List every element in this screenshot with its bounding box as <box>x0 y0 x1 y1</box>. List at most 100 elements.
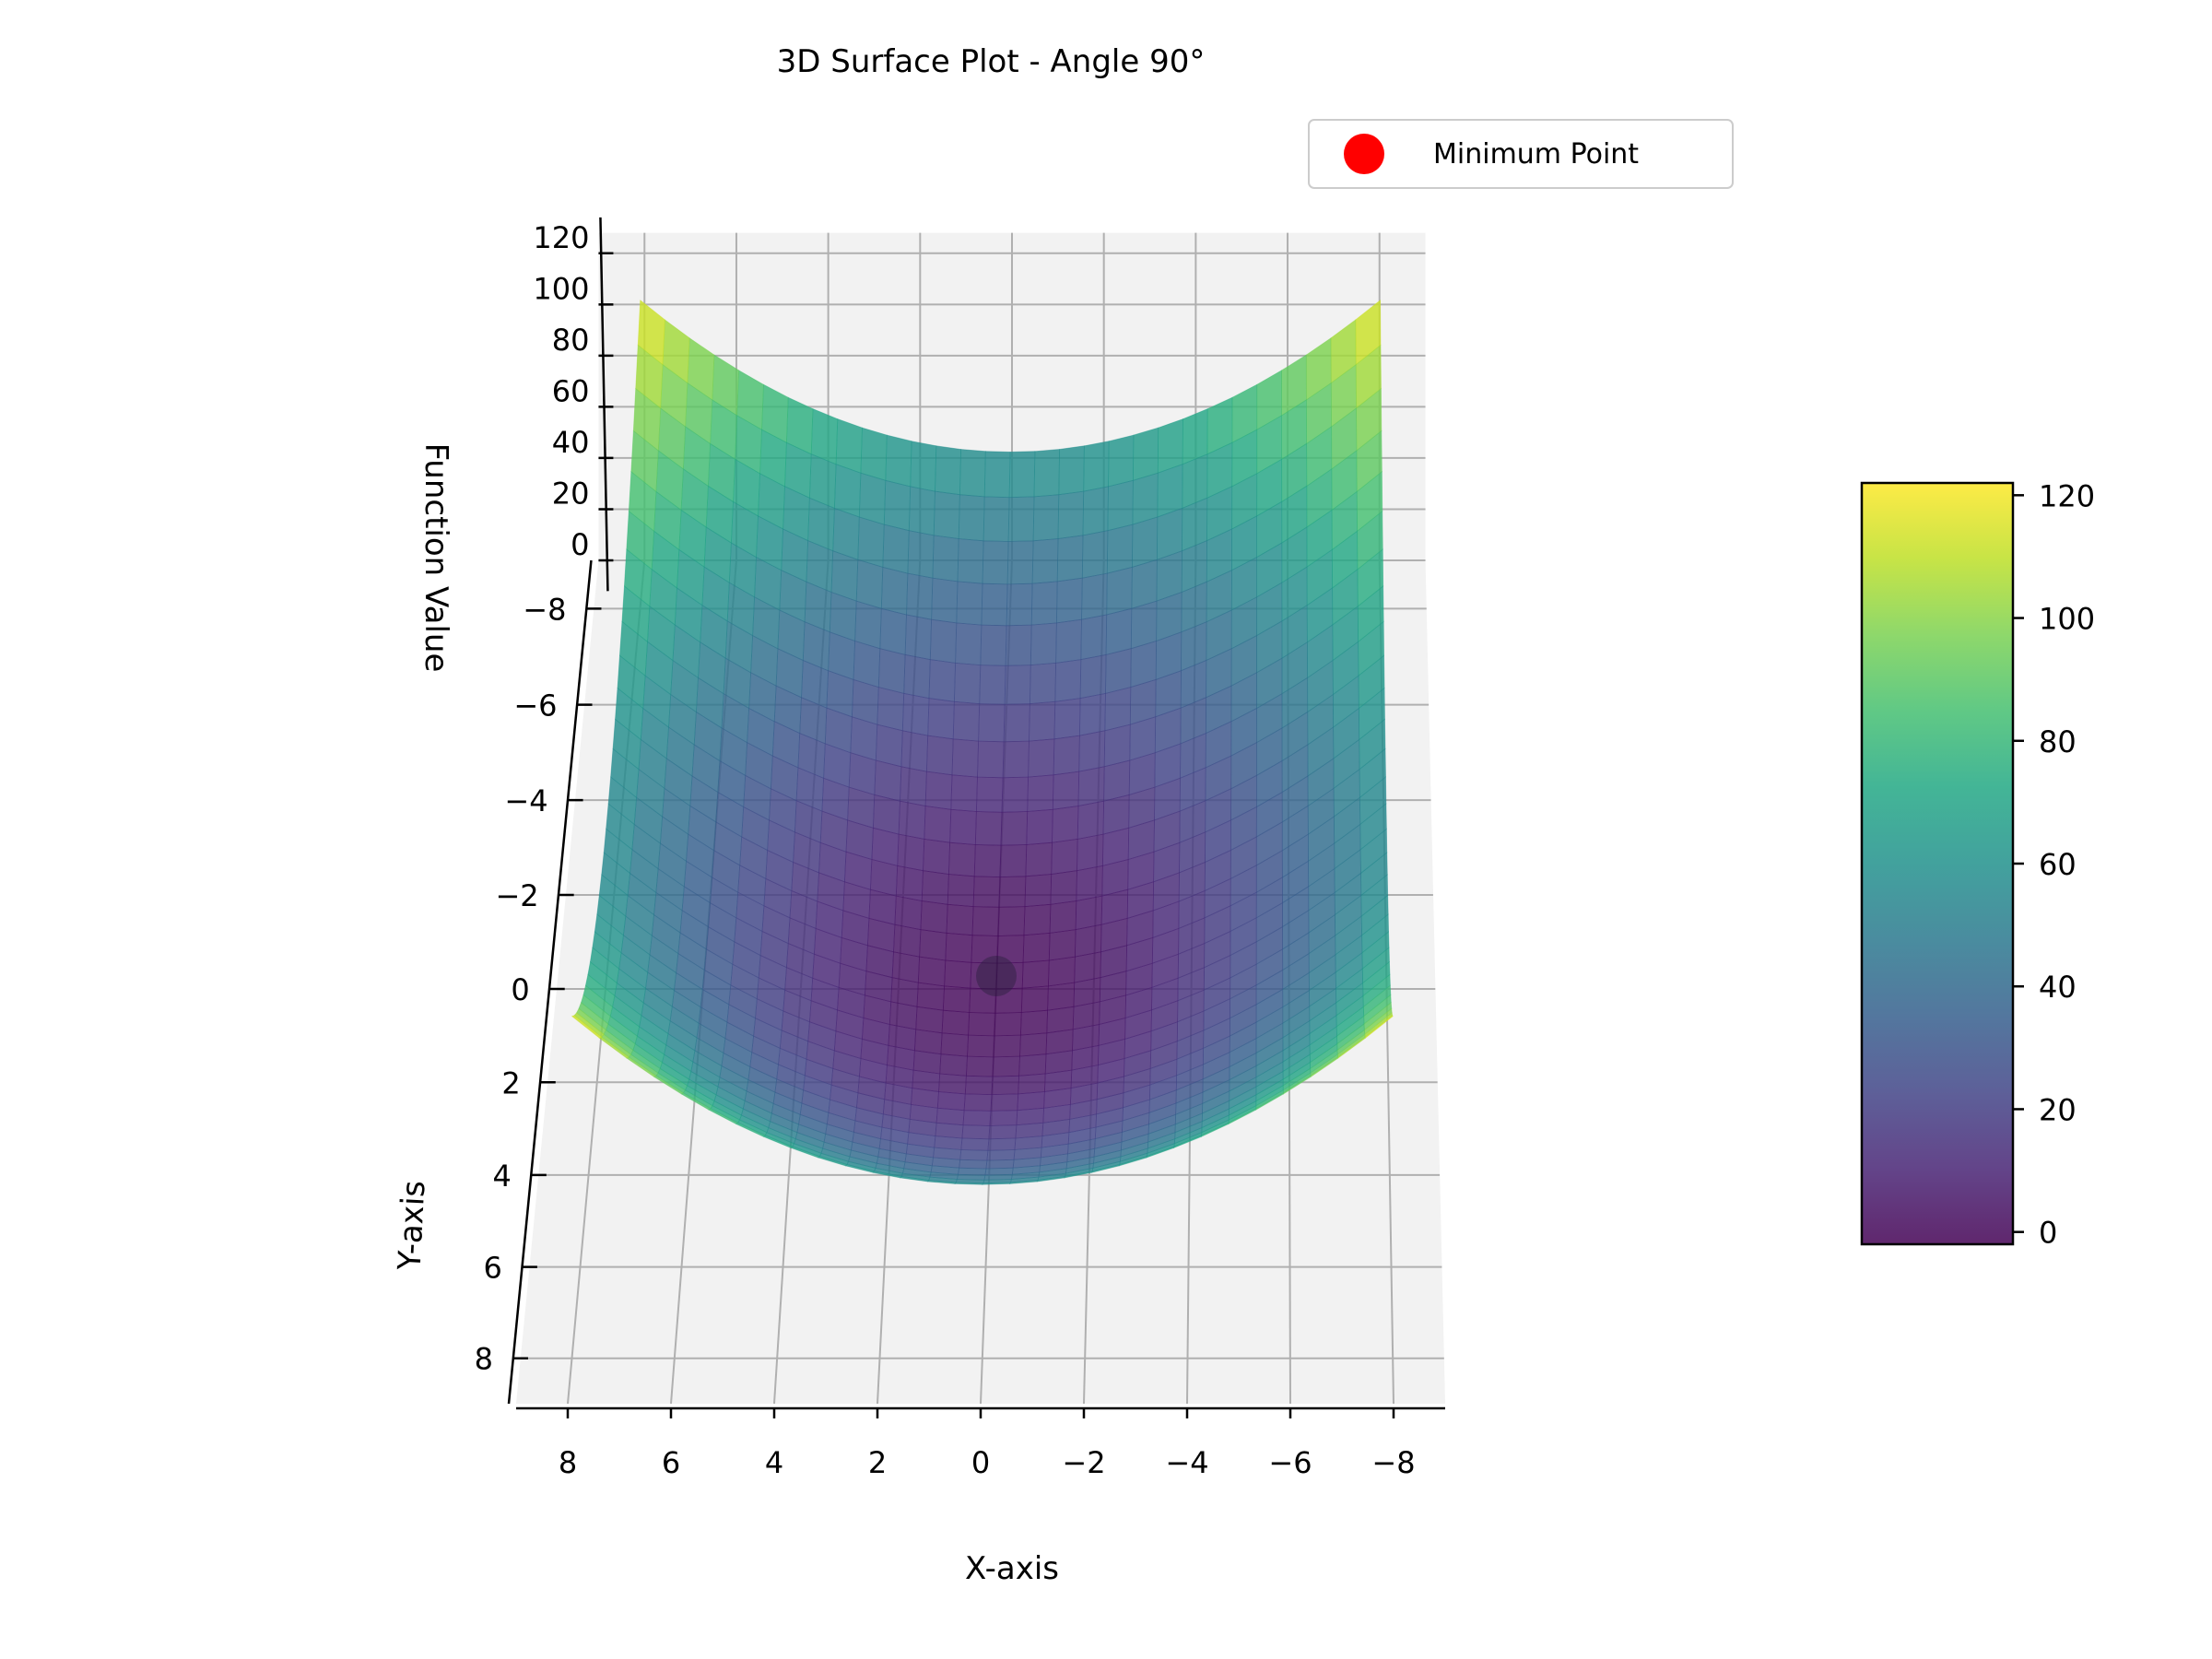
z-tick-label: 20 <box>552 476 590 511</box>
x-tick-label: 6 <box>662 1445 680 1480</box>
surface-patch <box>1027 774 1054 812</box>
surface-patch <box>1053 735 1080 776</box>
surface-patch <box>1049 900 1077 934</box>
surface-patch <box>988 1124 1018 1140</box>
surface-patch <box>1106 524 1134 574</box>
surface-patch <box>978 703 1006 743</box>
surface-patch <box>935 1107 965 1126</box>
surface-patch <box>1103 759 1131 802</box>
surface-patch <box>897 833 925 872</box>
surface-patch <box>1083 441 1110 492</box>
surface-patch <box>998 876 1027 908</box>
surface-patch <box>1051 838 1078 875</box>
surface-patch <box>982 540 1009 585</box>
y-tick-label: −6 <box>513 688 557 724</box>
surface-patch <box>907 530 935 579</box>
surface-patch <box>883 479 912 532</box>
surface-patch <box>1131 516 1159 568</box>
surface-patch <box>1077 800 1105 840</box>
x-tick-label: 4 <box>765 1445 783 1480</box>
surface-patch <box>877 687 905 732</box>
colorbar-tick-label: 80 <box>2039 724 2077 759</box>
surface-patch <box>921 870 949 905</box>
surface-patch <box>1006 540 1034 585</box>
surface-patch <box>928 659 957 702</box>
surface-patch <box>1004 665 1031 705</box>
surface-patch <box>919 929 947 961</box>
surface-patch <box>1002 740 1030 779</box>
surface-patch <box>1131 559 1158 609</box>
surface-patch <box>1007 496 1035 542</box>
surface-patch <box>980 624 1007 666</box>
surface-patch <box>1029 700 1056 742</box>
surface-patch <box>1054 659 1082 702</box>
z-axis-line <box>599 217 609 592</box>
minimum-point-marker <box>976 956 1017 996</box>
surface-patch <box>1025 841 1053 877</box>
surface-patch <box>895 865 924 901</box>
surface-patch <box>974 811 1003 846</box>
surface-patch <box>924 806 952 843</box>
surface-patch <box>945 932 973 963</box>
x-tick-label: −6 <box>1268 1445 1312 1480</box>
y-axis-line <box>507 559 593 1405</box>
y-tick-label: 4 <box>492 1159 511 1194</box>
surface-patch <box>1026 808 1053 845</box>
surface-patch <box>1003 703 1030 743</box>
surface-patch <box>923 838 951 875</box>
surface-patch <box>1008 451 1036 499</box>
surface-patch <box>917 956 947 987</box>
surface-patch <box>1057 490 1085 539</box>
surface-patch <box>959 1149 989 1161</box>
surface-patch <box>963 1093 993 1112</box>
surface-patch <box>1080 614 1108 661</box>
surface-patch <box>1081 572 1108 620</box>
surface-patch <box>925 735 954 776</box>
surface-patch <box>1052 806 1079 843</box>
colorbar-tick-label: 100 <box>2039 602 2095 637</box>
surface-patch <box>898 800 926 840</box>
surface-patch <box>1006 582 1033 627</box>
z-tick-label: 40 <box>552 425 590 460</box>
surface-patch <box>1046 1006 1075 1034</box>
z-tick-label: 120 <box>533 220 589 255</box>
legend: Minimum Point <box>1308 119 1734 189</box>
legend-label-minimum-point: Minimum Point <box>1433 138 1639 171</box>
surface-patch <box>975 776 1004 813</box>
surface-patch <box>954 1182 984 1185</box>
surface-patch <box>932 535 959 582</box>
surface-patch <box>991 1075 1020 1096</box>
surface-patch <box>1078 692 1106 736</box>
surface-patch <box>1058 445 1085 496</box>
surface-patch <box>860 427 888 481</box>
colorbar-tick-label: 120 <box>2039 478 2095 513</box>
surface-patch <box>929 618 958 664</box>
surface-patch <box>967 1034 995 1058</box>
surface-patch <box>1021 959 1050 989</box>
z-tick-label: 60 <box>552 373 590 408</box>
surface-patch <box>916 982 946 1011</box>
y-tick-label: 2 <box>501 1065 520 1100</box>
surface-patch <box>942 985 971 1013</box>
surface-patch <box>885 434 912 488</box>
surface-patch <box>1018 1073 1046 1095</box>
colorbar-tick-label: 60 <box>2039 847 2077 882</box>
surface-patch <box>1047 982 1076 1011</box>
x-tick-label: −4 <box>1165 1445 1208 1480</box>
surface-patch <box>1020 985 1049 1013</box>
surface-patch <box>1024 874 1053 908</box>
surface-patch <box>1077 766 1105 806</box>
surface-patch <box>938 1073 967 1095</box>
surface-patch <box>959 449 986 498</box>
surface-patch <box>1106 566 1133 616</box>
surface-patch <box>958 494 985 542</box>
surface-patch <box>880 566 909 616</box>
surface-patch <box>1019 1032 1048 1057</box>
surface-patch <box>1078 730 1106 772</box>
surface-patch <box>982 496 1010 542</box>
y-tick-label: −2 <box>495 878 538 913</box>
surface-patch <box>935 445 962 496</box>
surface-patch <box>900 730 929 772</box>
surface-patch <box>1107 479 1134 532</box>
surface-patch <box>960 1137 990 1151</box>
